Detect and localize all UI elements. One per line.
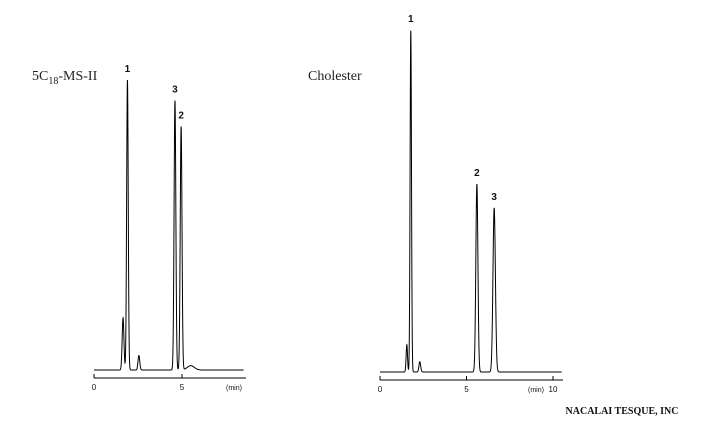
trace-right xyxy=(380,30,562,373)
peak-label-left-3: 3 xyxy=(172,84,178,95)
peak-label-right-2: 2 xyxy=(474,168,480,179)
x-tick-label-left-5: 5 xyxy=(180,383,185,392)
peak-labels-right: 1 2 3 xyxy=(408,14,497,203)
column-label-left-prefix: 5C xyxy=(32,69,48,84)
peak-label-right-1: 1 xyxy=(408,14,414,25)
x-tick-label-right-5: 5 xyxy=(464,385,469,394)
peak-labels-left: 1 3 2 xyxy=(125,64,185,121)
trace-left xyxy=(94,79,244,371)
column-label-left-suffix: -MS-II xyxy=(58,69,97,84)
peak-label-right-3: 3 xyxy=(491,192,497,203)
x-tick-label-right-0: 0 xyxy=(378,385,383,394)
x-unit-label-left: (min) xyxy=(226,385,242,392)
x-ticks-right: 0 5 10 xyxy=(378,376,558,394)
peak-label-left-2: 2 xyxy=(178,110,184,121)
column-label-left-subscript: 18 xyxy=(48,76,58,87)
chart-right: Cholester 0 5 10 1 2 3 (min) xyxy=(308,14,563,394)
credit-label: NACALAI TESQUE, INC xyxy=(566,406,679,417)
column-label-left: 5C18-MS-II xyxy=(32,69,98,87)
x-unit-label-right: (min) xyxy=(528,387,544,394)
peak-label-left-1: 1 xyxy=(125,64,131,75)
column-label-right: Cholester xyxy=(308,69,362,84)
column-label-right-prefix: Cholester xyxy=(308,69,362,84)
x-tick-label-left-0: 0 xyxy=(92,383,97,392)
x-tick-label-right-10: 10 xyxy=(549,385,558,394)
